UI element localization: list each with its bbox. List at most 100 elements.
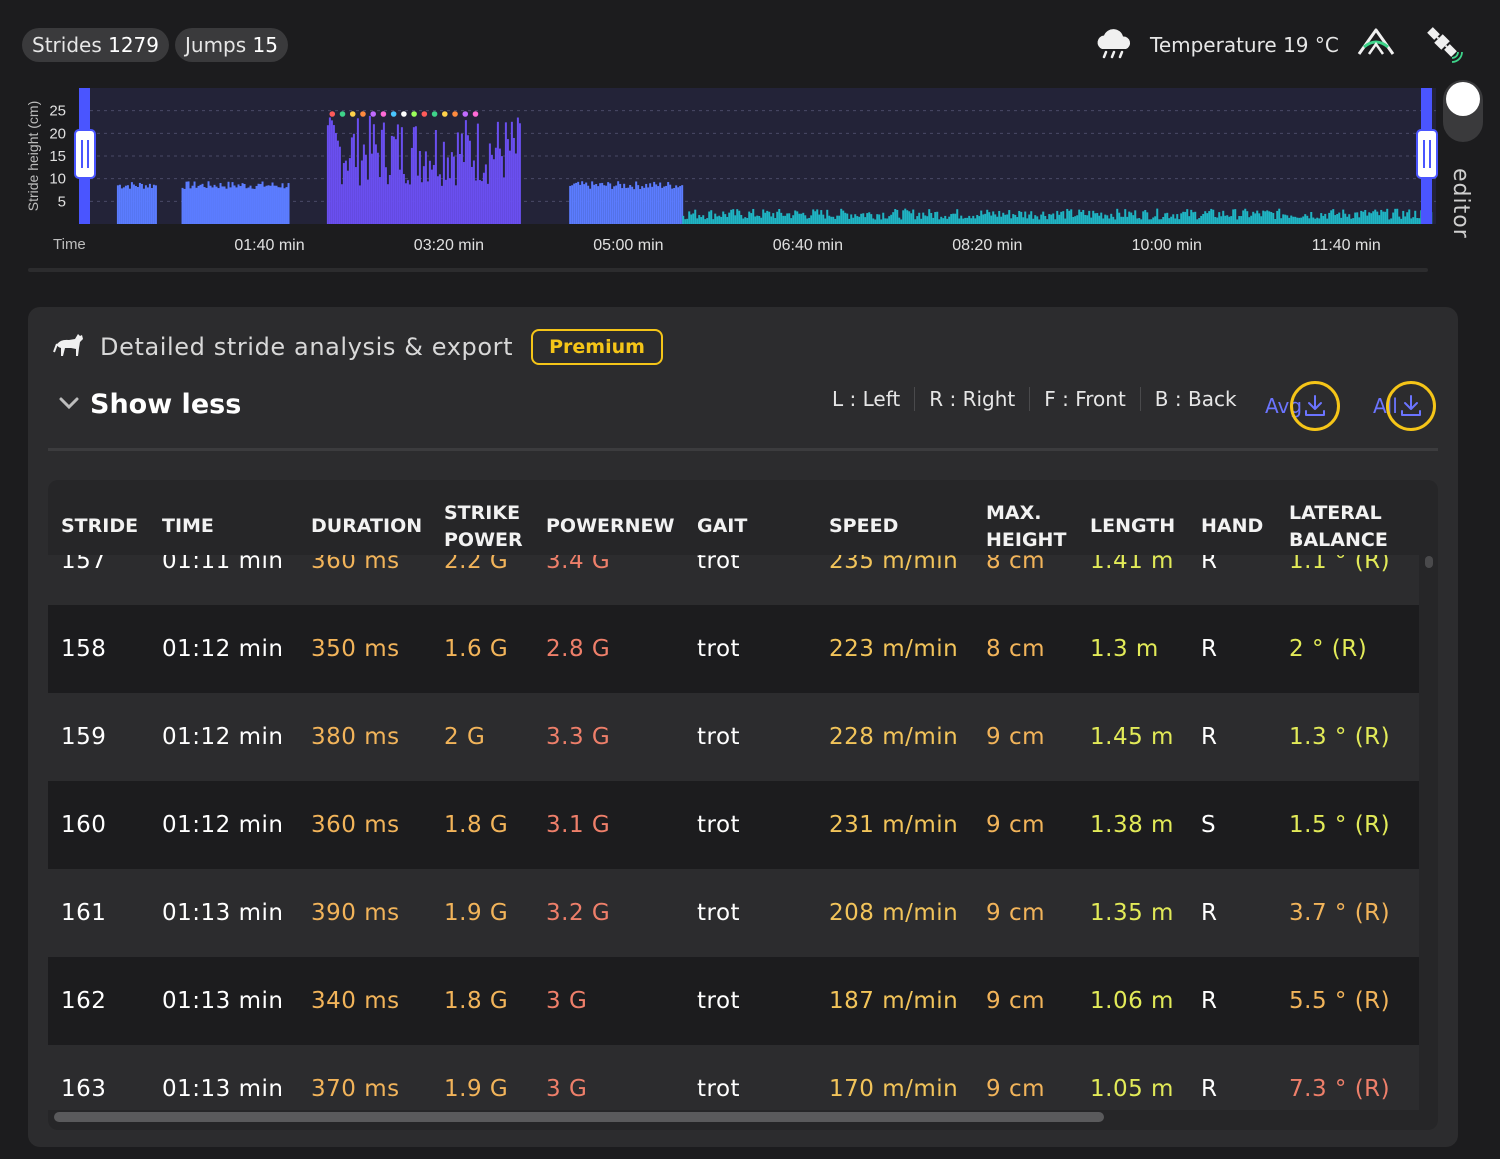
horse-icon <box>52 330 86 364</box>
temperature-label: Temperature <box>1150 33 1277 57</box>
table-row[interactable]: 161 01:13 min 390 ms 1.9 G 3.2 G trot 208 m/mi… <box>48 869 1419 957</box>
cell-stride: 157 <box>61 555 107 574</box>
column-header-stride[interactable]: STRIDE <box>61 515 139 537</box>
y-axis-label: Stride height (cm) <box>25 101 41 211</box>
weather-info: Temperature 19 °C <box>1092 28 1339 62</box>
cell-powernew: 2.8 G <box>546 636 611 662</box>
jump-marker[interactable] <box>462 111 469 117</box>
x-tick-label: 06:40 min <box>773 237 843 254</box>
jump-marker[interactable] <box>431 111 438 117</box>
table-row[interactable]: 160 01:12 min 360 ms 1.8 G 3.1 G trot 231 m/mi… <box>48 781 1419 869</box>
column-header-speed[interactable]: SPEED <box>829 515 899 537</box>
jump-marker[interactable] <box>380 111 387 117</box>
jump-marker[interactable] <box>339 111 346 117</box>
download-all-button[interactable]: All <box>1373 381 1436 431</box>
horizontal-scrollbar[interactable] <box>54 1112 1104 1122</box>
cell-gait: trot <box>697 988 741 1014</box>
legend-right: R : Right <box>914 387 1029 411</box>
premium-badge[interactable]: Premium <box>531 329 663 365</box>
cell-lateral-balance: 1.1 ° (R) <box>1289 555 1391 574</box>
table-row[interactable]: 163 01:13 min 370 ms 1.9 G 3 G trot 170 m/min 9… <box>48 1045 1419 1110</box>
cell-max-height: 8 cm <box>986 636 1045 662</box>
cell-time: 01:13 min <box>162 900 284 926</box>
cell-hand: R <box>1201 555 1218 574</box>
cell-length: 1.45 m <box>1090 724 1174 750</box>
jump-marker[interactable] <box>411 111 417 117</box>
stride-height-chart[interactable]: 25 20 15 10 5 01:40 min 03:20 min 05:00 min 06:… <box>18 80 1438 270</box>
table-body[interactable]: 157 01:11 min 360 ms 2.2 G 3.4 G trot 235 m/mi… <box>48 555 1419 1110</box>
legend-back: B : Back <box>1139 387 1251 411</box>
satellite-icon[interactable] <box>1420 20 1464 64</box>
y-tick-label: 10 <box>49 171 66 188</box>
cell-speed: 208 m/min <box>829 900 959 926</box>
show-less-toggle[interactable]: Show less <box>58 389 241 420</box>
table-row[interactable]: 158 01:12 min 350 ms 1.6 G 2.8 G trot 223 m/mi… <box>48 605 1419 693</box>
table-row[interactable]: 162 01:13 min 340 ms 1.8 G 3 G trot 187 m/min 9… <box>48 957 1419 1045</box>
x-tick-label: 03:20 min <box>414 237 484 254</box>
column-header-time[interactable]: TIME <box>162 515 214 537</box>
cell-speed: 235 m/min <box>829 555 959 574</box>
chart-divider <box>28 268 1428 272</box>
y-tick-label: 25 <box>49 103 66 120</box>
cell-time: 01:13 min <box>162 1076 284 1102</box>
cell-stride: 161 <box>61 900 107 926</box>
table-row[interactable]: 159 01:12 min 380 ms 2 G 3.3 G trot 228 m/min 9… <box>48 693 1419 781</box>
jump-marker[interactable] <box>329 111 336 117</box>
table-header: STRIDE TIME DURATION STRIKE POWER POWERNEW GAI… <box>48 490 1438 570</box>
cell-gait: trot <box>697 636 741 662</box>
jump-marker[interactable] <box>442 111 448 117</box>
panel-divider <box>48 448 1438 451</box>
cell-strike-power: 1.6 G <box>444 636 509 662</box>
jump-marker[interactable] <box>401 111 407 117</box>
jump-marker[interactable] <box>421 111 428 117</box>
cell-stride: 160 <box>61 812 107 838</box>
cell-strike-power: 1.8 G <box>444 988 509 1014</box>
jump-marker[interactable] <box>390 111 397 117</box>
x-tick-label: 11:40 min <box>1312 237 1381 254</box>
jump-marker[interactable] <box>452 111 458 117</box>
jump-marker[interactable] <box>360 111 366 117</box>
vertical-scrollbar[interactable] <box>1425 556 1433 568</box>
cell-gait: trot <box>697 724 741 750</box>
strides-label: Strides <box>32 33 102 57</box>
tent-icon[interactable] <box>1354 20 1398 64</box>
column-header-gait[interactable]: GAIT <box>697 515 748 537</box>
strides-value: 1279 <box>108 33 160 57</box>
cell-strike-power: 1.9 G <box>444 1076 509 1102</box>
cloud-rain-icon <box>1092 25 1136 65</box>
cell-duration: 350 ms <box>311 636 400 662</box>
cell-hand: R <box>1201 1076 1218 1102</box>
editor-toggle-knob <box>1446 82 1480 116</box>
cell-length: 1.3 m <box>1090 636 1159 662</box>
column-header-strike-power[interactable]: STRIKE POWER <box>444 502 523 551</box>
cell-strike-power: 1.8 G <box>444 812 509 838</box>
column-header-length[interactable]: LENGTH <box>1090 515 1176 537</box>
temperature-value: 19 °C <box>1283 33 1339 57</box>
jump-marker[interactable] <box>472 111 479 117</box>
jump-marker[interactable] <box>370 111 376 117</box>
column-header-powernew[interactable]: POWERNEW <box>546 515 675 537</box>
jump-marker[interactable] <box>349 111 356 117</box>
y-tick-label: 5 <box>58 193 66 210</box>
cell-speed: 170 m/min <box>829 1076 959 1102</box>
range-right-handle[interactable] <box>1416 129 1438 179</box>
cell-lateral-balance: 2 ° (R) <box>1289 636 1368 662</box>
cell-hand: R <box>1201 724 1218 750</box>
cell-hand: R <box>1201 900 1218 926</box>
cell-lateral-balance: 3.7 ° (R) <box>1289 900 1391 926</box>
cell-length: 1.06 m <box>1090 988 1174 1014</box>
range-left-handle[interactable] <box>74 129 96 179</box>
cell-hand: R <box>1201 988 1218 1014</box>
column-header-hand[interactable]: HAND <box>1201 515 1264 537</box>
cell-duration: 340 ms <box>311 988 400 1014</box>
table-row[interactable]: 157 01:11 min 360 ms 2.2 G 3.4 G trot 235 m/mi… <box>48 555 1419 605</box>
editor-toggle[interactable] <box>1443 80 1483 142</box>
column-header-duration[interactable]: DURATION <box>311 515 423 537</box>
hand-legend: L : Left R : Right F : Front B : Back <box>818 387 1251 411</box>
column-header-max-height[interactable]: MAX. HEIGHT <box>986 502 1067 551</box>
cell-duration: 370 ms <box>311 1076 400 1102</box>
cell-strike-power: 2 G <box>444 724 486 750</box>
cell-time: 01:11 min <box>162 555 284 574</box>
column-header-lateral-balance[interactable]: LATERAL BALANCE <box>1289 502 1388 551</box>
download-avg-button[interactable]: Avg <box>1265 381 1341 431</box>
